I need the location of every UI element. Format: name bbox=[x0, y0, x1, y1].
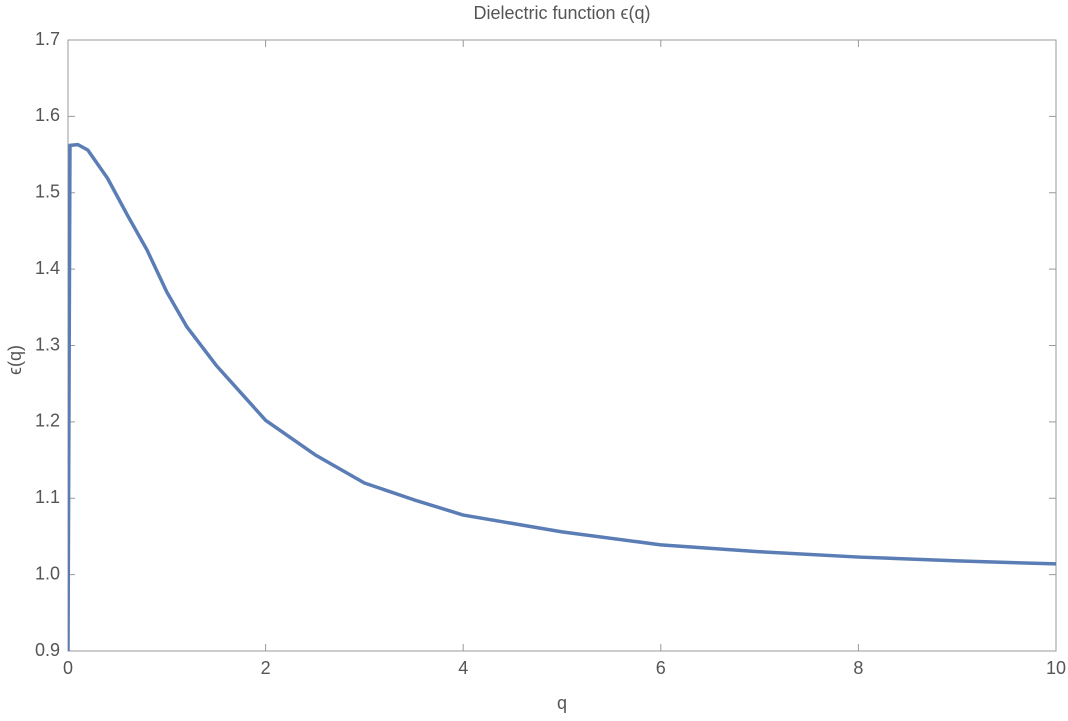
y-tick-label: 1.2 bbox=[35, 411, 60, 431]
y-tick-label: 0.9 bbox=[35, 640, 60, 660]
x-tick-label: 4 bbox=[458, 658, 468, 678]
y-tick-label: 1.1 bbox=[35, 487, 60, 507]
chart-title: Dielectric function ϵ(q) bbox=[473, 3, 650, 23]
y-tick-label: 1.7 bbox=[35, 29, 60, 49]
x-tick-label: 2 bbox=[261, 658, 271, 678]
x-tick-label: 8 bbox=[853, 658, 863, 678]
data-line bbox=[68, 142, 1056, 651]
x-axis-label: q bbox=[557, 693, 567, 713]
y-tick-label: 1.5 bbox=[35, 182, 60, 202]
y-tick-label: 1.3 bbox=[35, 334, 60, 354]
x-tick-label: 0 bbox=[63, 658, 73, 678]
y-axis-label: ϵ(q) bbox=[5, 345, 25, 375]
x-tick-label: 6 bbox=[656, 658, 666, 678]
y-tick-label: 1.4 bbox=[35, 258, 60, 278]
x-tick-label: 10 bbox=[1046, 658, 1066, 678]
y-tick-label: 1.6 bbox=[35, 105, 60, 125]
y-tick-label: 1.0 bbox=[35, 563, 60, 583]
